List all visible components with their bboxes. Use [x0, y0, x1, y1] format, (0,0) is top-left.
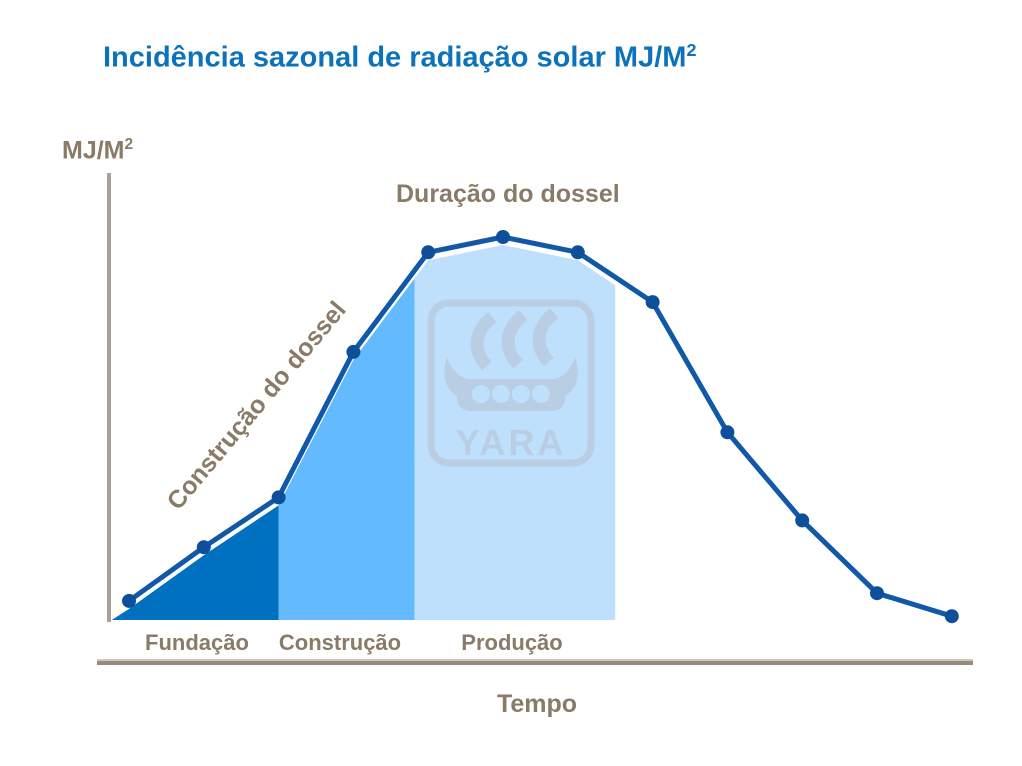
page-title-superscript: 2: [686, 40, 697, 60]
data-point-marker: [645, 295, 660, 310]
phase-fills: [111, 245, 616, 620]
data-point-marker: [795, 513, 810, 528]
x-axis-line: [97, 661, 973, 665]
phase-label-foundation: Fundação: [145, 630, 249, 655]
fill-production: [414, 245, 616, 620]
fill-foundation: [111, 505, 279, 620]
page-title: Incidência sazonal de radiação solar MJ/…: [103, 40, 696, 75]
y-axis-label: MJ/M2: [62, 136, 133, 165]
curve-markers: [122, 230, 959, 624]
fill-construction: [278, 278, 415, 620]
data-point-marker: [944, 609, 959, 624]
data-point-marker: [870, 586, 884, 601]
data-point-marker: [346, 344, 361, 359]
phase-label-production: Produção: [461, 630, 563, 655]
annotation-canopy-duration: Duração do dossel: [396, 180, 620, 208]
radiation-curve: [126, 234, 955, 619]
watermark-frame: [427, 299, 595, 467]
y-axis-label-superscript: 2: [124, 136, 134, 153]
x-axis-line-highlight: [97, 659, 973, 661]
wind-swoosh-icon: [470, 308, 559, 371]
data-point-marker: [570, 245, 585, 260]
page-title-text: Incidência sazonal de radiação solar MJ/…: [103, 41, 687, 74]
data-point-marker: [196, 540, 211, 555]
watermark-brand-text: YARA: [456, 422, 567, 463]
yara-watermark-logo: YARA: [427, 299, 595, 467]
data-point-marker: [496, 230, 510, 244]
data-point-marker: [271, 490, 286, 505]
y-axis-label-text: MJ/M: [62, 136, 125, 165]
data-point-marker: [421, 245, 436, 260]
data-point-marker: [720, 425, 735, 440]
data-point-marker: [122, 593, 136, 608]
phase-label-construction: Construção: [278, 630, 402, 655]
x-axis-label: Tempo: [496, 690, 578, 718]
viking-ship-icon: [444, 357, 578, 411]
